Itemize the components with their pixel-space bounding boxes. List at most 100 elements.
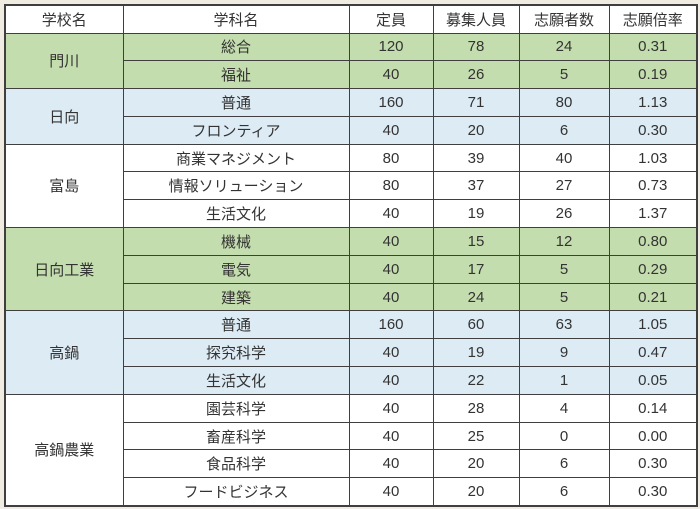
ratio-cell: 1.37 [608, 199, 698, 229]
applicants-cell: 40 [518, 143, 610, 173]
table-row: 高鍋農業 園芸科学 40 28 4 0.14 [4, 393, 698, 507]
table-row: 富島 商業マネジメント 80 39 40 1.03 [4, 143, 698, 229]
capacity-cell: 40 [348, 115, 434, 145]
department-cell: 生活文化 [122, 199, 350, 229]
department-cell: 探究科学 [122, 338, 350, 368]
department-cell: 総合 [122, 32, 350, 62]
table-row: 情報ソリューション 80 37 27 0.73 [5, 171, 698, 201]
capacity-cell: 40 [348, 282, 434, 312]
school-name-cell: 日向工業 [4, 227, 124, 312]
applicants-cell: 5 [518, 254, 610, 284]
recruitment-cell: 17 [432, 254, 520, 284]
ratio-cell: 0.31 [608, 32, 698, 62]
applicants-cell: 1 [518, 366, 610, 395]
table-row: 福祉 40 26 5 0.19 [5, 60, 698, 90]
applicants-cell: 9 [518, 338, 610, 368]
recruitment-cell: 20 [432, 477, 520, 507]
capacity-cell: 40 [348, 199, 434, 229]
school-name-cell: 高鍋 [4, 310, 124, 395]
department-cell: 建築 [122, 282, 350, 312]
department-cell: 生活文化 [122, 366, 350, 395]
recruitment-cell: 26 [432, 60, 520, 90]
table-row: 食品科学 40 20 6 0.30 [5, 449, 698, 479]
ratio-cell: 1.05 [608, 310, 698, 340]
capacity-cell: 40 [348, 338, 434, 368]
department-cell: フロンティア [122, 115, 350, 145]
department-cell: 園芸科学 [122, 393, 350, 423]
table-row: 高鍋 普通 160 60 63 1.05 [4, 310, 698, 395]
capacity-cell: 40 [348, 60, 434, 90]
recruitment-cell: 37 [432, 171, 520, 201]
header-capacity: 定員 [348, 4, 434, 34]
applicants-cell: 6 [518, 115, 610, 145]
applicants-cell: 6 [518, 449, 610, 479]
ratio-cell: 1.13 [608, 88, 698, 117]
table-row: フードビジネス 40 20 6 0.30 [5, 477, 698, 507]
capacity-cell: 120 [348, 32, 434, 62]
recruitment-cell: 20 [432, 449, 520, 479]
header-school-name: 学校名 [4, 4, 124, 34]
recruitment-cell: 39 [432, 143, 520, 173]
department-cell: 電気 [122, 254, 350, 284]
department-cell: 畜産科学 [122, 421, 350, 451]
capacity-cell: 40 [348, 227, 434, 256]
capacity-cell: 40 [348, 254, 434, 284]
applicants-cell: 63 [518, 310, 610, 340]
header-applicants: 志願者数 [518, 4, 610, 34]
school-name-cell: 富島 [4, 143, 124, 229]
capacity-cell: 160 [348, 310, 434, 340]
capacity-cell: 40 [348, 477, 434, 507]
table-row: 生活文化 40 19 26 1.37 [5, 199, 698, 229]
ratio-cell: 0.29 [608, 254, 698, 284]
table-row: 日向 普通 160 71 80 1.13 [4, 88, 698, 145]
recruitment-cell: 22 [432, 366, 520, 395]
ratio-cell: 0.00 [608, 421, 698, 451]
recruitment-cell: 20 [432, 115, 520, 145]
table-row: 建築 40 24 5 0.21 [5, 282, 698, 312]
department-cell: フードビジネス [122, 477, 350, 507]
recruitment-cell: 28 [432, 393, 520, 423]
header-ratio: 志願倍率 [608, 4, 698, 34]
table-row: 門川 総合 120 78 24 0.31 [4, 32, 698, 90]
recruitment-cell: 71 [432, 88, 520, 117]
capacity-cell: 40 [348, 421, 434, 451]
ratio-cell: 0.05 [608, 366, 698, 395]
table-row: 日向工業 機械 40 15 12 0.80 [4, 227, 698, 312]
applicants-cell: 5 [518, 60, 610, 90]
department-cell: 商業マネジメント [122, 143, 350, 173]
recruitment-cell: 60 [432, 310, 520, 340]
school-name-cell: 門川 [4, 32, 124, 90]
applicants-cell: 12 [518, 227, 610, 256]
ratio-cell: 0.30 [608, 477, 698, 507]
capacity-cell: 40 [348, 449, 434, 479]
recruitment-cell: 25 [432, 421, 520, 451]
ratio-cell: 0.21 [608, 282, 698, 312]
applicants-cell: 26 [518, 199, 610, 229]
ratio-cell: 0.73 [608, 171, 698, 201]
applicants-cell: 24 [518, 32, 610, 62]
capacity-cell: 40 [348, 366, 434, 395]
header-recruitment: 募集人員 [432, 4, 520, 34]
recruitment-cell: 24 [432, 282, 520, 312]
admissions-table: 学校名 学科名 定員 募集人員 志願者数 志願倍率 門川 総合 120 78 24 0.3… [4, 4, 698, 507]
recruitment-cell: 78 [432, 32, 520, 62]
ratio-cell: 0.14 [608, 393, 698, 423]
department-cell: 福祉 [122, 60, 350, 90]
ratio-cell: 1.03 [608, 143, 698, 173]
capacity-cell: 40 [348, 393, 434, 423]
table-row: 電気 40 17 5 0.29 [5, 254, 698, 284]
department-cell: 機械 [122, 227, 350, 256]
applicants-cell: 0 [518, 421, 610, 451]
recruitment-cell: 15 [432, 227, 520, 256]
department-cell: 普通 [122, 88, 350, 117]
school-name-cell: 高鍋農業 [4, 393, 124, 507]
applicants-cell: 5 [518, 282, 610, 312]
applicants-cell: 4 [518, 393, 610, 423]
applicants-cell: 80 [518, 88, 610, 117]
ratio-cell: 0.30 [608, 449, 698, 479]
ratio-cell: 0.80 [608, 227, 698, 256]
department-cell: 食品科学 [122, 449, 350, 479]
recruitment-cell: 19 [432, 199, 520, 229]
table-row: 探究科学 40 19 9 0.47 [5, 338, 698, 368]
